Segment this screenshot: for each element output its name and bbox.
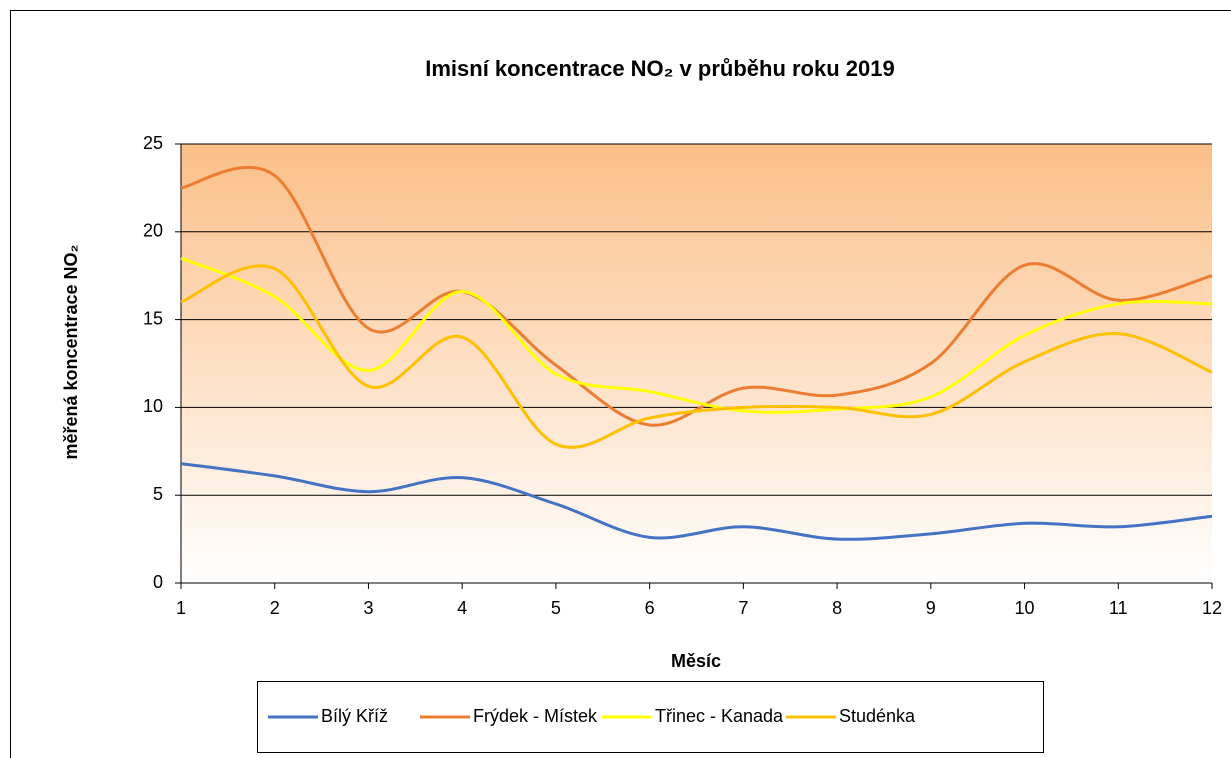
x-tick-label: 2 (270, 598, 280, 618)
x-tick-label: 3 (363, 598, 373, 618)
series-line (180, 165, 1213, 427)
chart-title: Imisní koncentrace NO₂ v průběhu roku 20… (425, 56, 894, 81)
x-tick-label: 6 (645, 598, 655, 618)
series-line (180, 462, 1213, 541)
y-axis-label: měřená koncentrace NO₂ (61, 244, 81, 459)
x-tick-label: 5 (551, 598, 561, 618)
x-tick-label: 11 (1109, 598, 1128, 618)
y-tick-label: 0 (153, 572, 163, 592)
y-tick-label: 10 (143, 396, 163, 416)
y-tick-label: 15 (143, 308, 163, 328)
y-tick-label: 25 (143, 133, 163, 153)
x-tick-label: 12 (1202, 598, 1222, 618)
y-tick-label: 5 (153, 484, 163, 504)
x-tick-label: 1 (176, 598, 186, 618)
legend-label: Frýdek - Místek (473, 706, 598, 726)
x-tick-label: 7 (738, 598, 748, 618)
x-tick-label: 8 (832, 598, 842, 618)
series-line (180, 256, 1213, 414)
x-tick-label: 4 (457, 598, 467, 618)
legend-label: Třinec - Kanada (655, 706, 784, 726)
y-tick-label: 20 (143, 221, 163, 241)
series-line (180, 264, 1213, 449)
legend-label: Bílý Kříž (321, 706, 388, 726)
x-tick-label: 9 (926, 598, 936, 618)
x-tick-label: 10 (1015, 598, 1035, 618)
x-axis-label: Měsíc (671, 651, 721, 671)
plot-area (181, 144, 1212, 583)
legend-label: Studénka (839, 706, 916, 726)
